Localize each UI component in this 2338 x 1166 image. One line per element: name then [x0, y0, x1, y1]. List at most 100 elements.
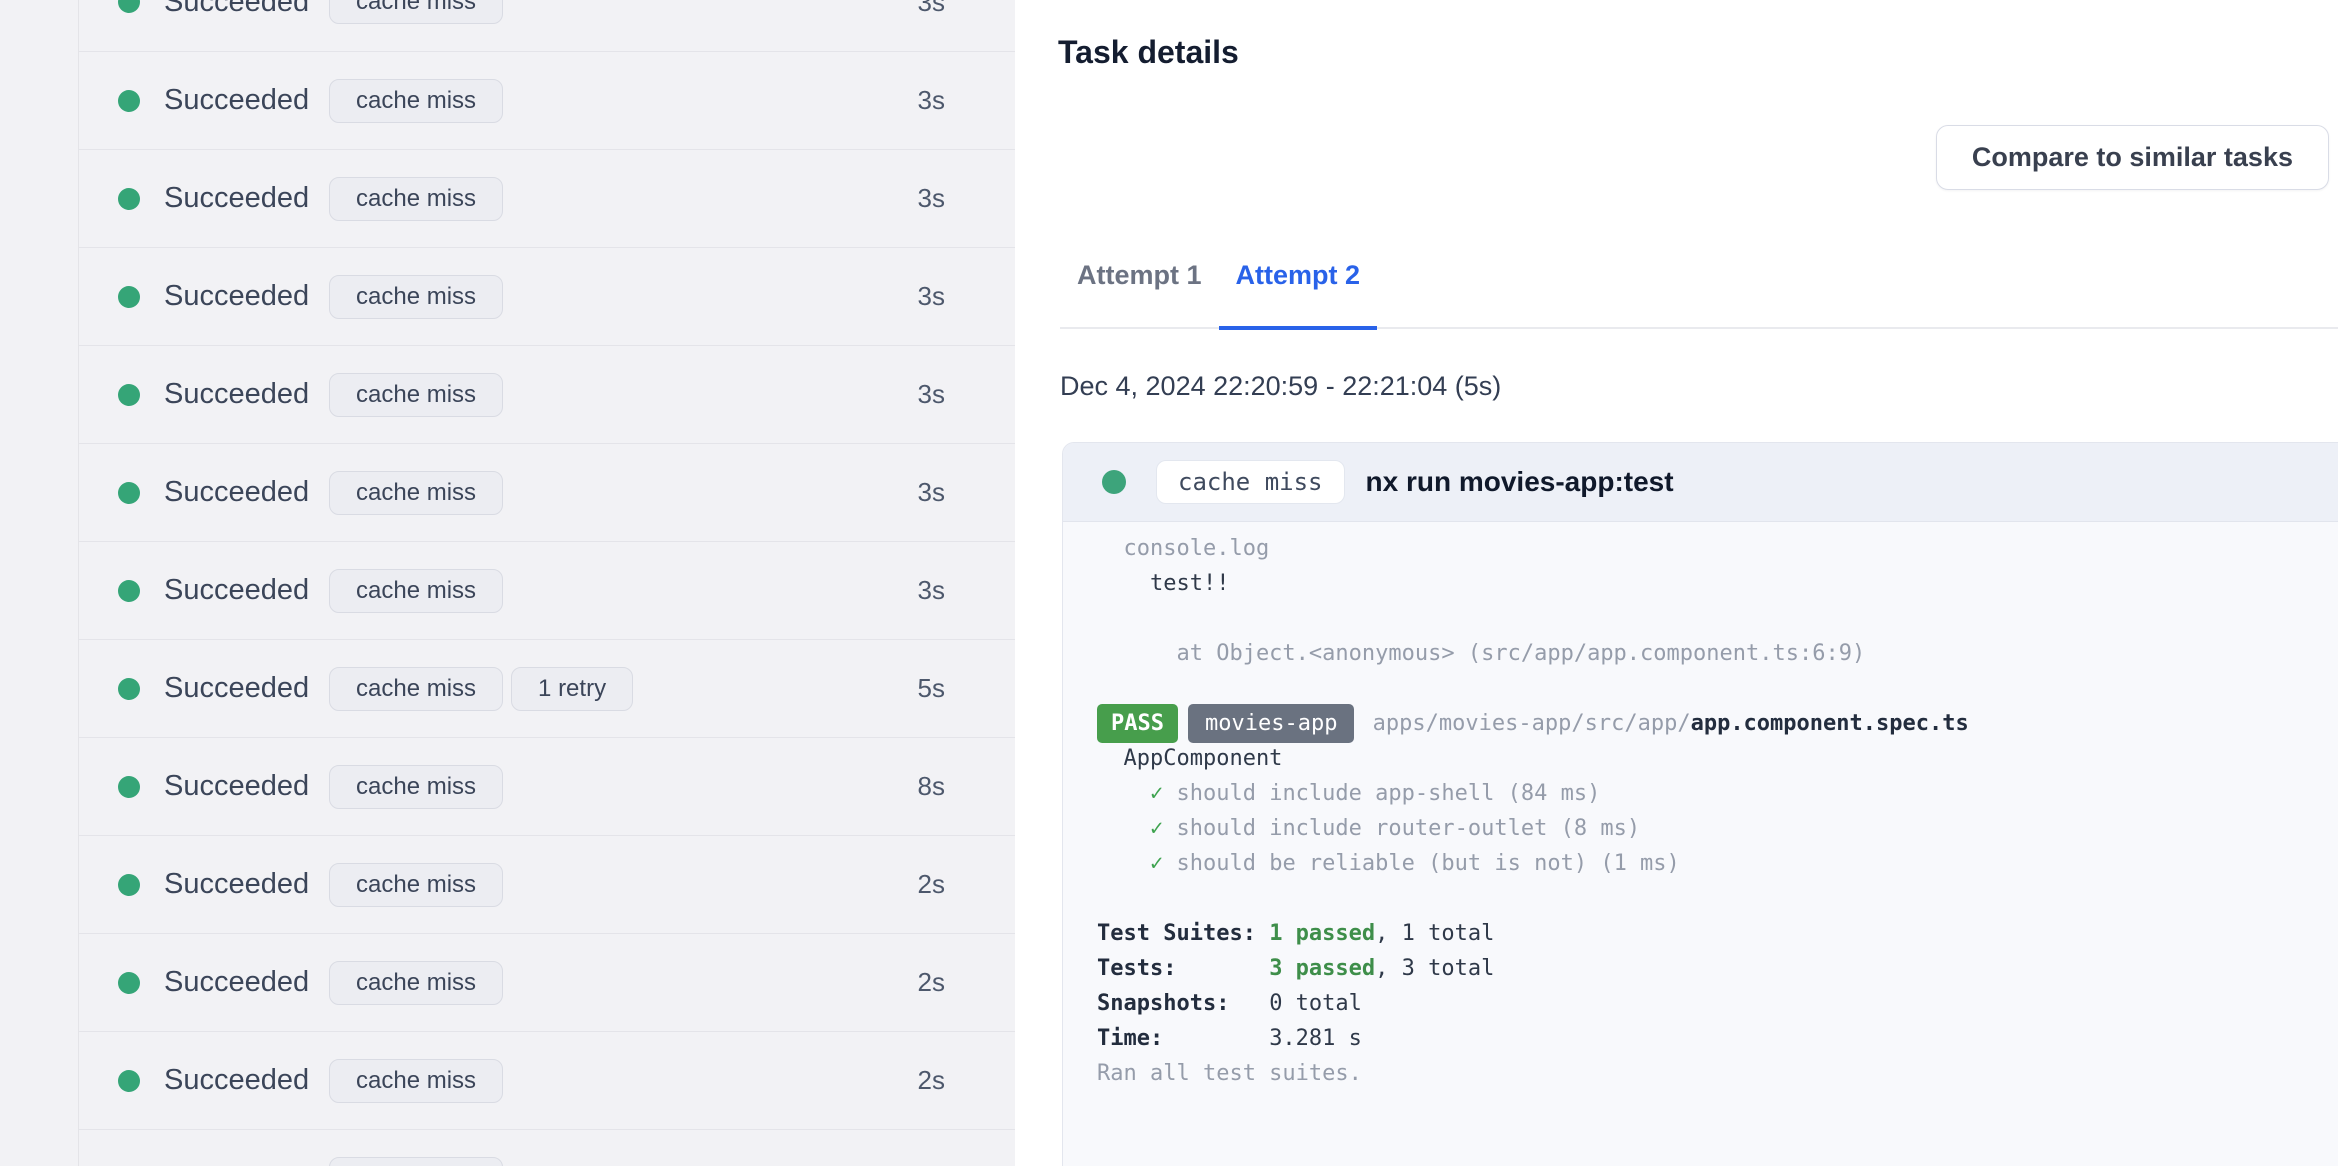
log-line: ✓ should be reliable (but is not) (1 ms) — [1097, 846, 2338, 881]
status-dot-icon — [118, 383, 140, 406]
task-row[interactable]: Succeeded cache miss 3s — [79, 247, 1015, 345]
scope-badge: movies-app — [1187, 704, 1355, 743]
cache-status-badge: cache miss — [329, 764, 504, 809]
task-row[interactable]: Succeeded cache miss 2s — [79, 933, 1015, 1031]
task-duration: 2s — [917, 869, 945, 899]
log-text: should include router-outlet (8 ms) — [1163, 816, 1641, 841]
cache-status-badge: cache miss — [329, 960, 504, 1005]
task-duration: 3s — [917, 281, 945, 311]
retry-badge: 1 retry — [511, 666, 634, 711]
task-row[interactable]: Succeeded cache miss 3s — [79, 0, 1015, 51]
task-row[interactable]: Succeeded cache miss 8s — [79, 737, 1015, 835]
success-dot-icon — [1102, 470, 1126, 494]
task-status-label: Succeeded — [164, 770, 310, 802]
log-text: 0 total — [1269, 991, 1362, 1016]
task-duration: 3s — [917, 379, 945, 409]
compare-to-similar-tasks-button[interactable]: Compare to similar tasks — [1935, 125, 2329, 190]
log-line: Ran all test suites. — [1097, 1056, 2338, 1091]
task-status-label: Succeeded — [164, 84, 310, 116]
terminal-log: console.log test!! at Object.<anonymous>… — [1063, 522, 2338, 1091]
log-line: AppComponent — [1097, 741, 2338, 776]
log-text — [1097, 776, 1150, 811]
log-line: at Object.<anonymous> (src/app/app.compo… — [1097, 636, 2338, 671]
cache-status-badge: cache miss — [329, 862, 504, 907]
status-dot-icon — [118, 579, 140, 602]
log-text: 1 passed — [1269, 921, 1376, 946]
status-dot-icon — [118, 187, 140, 210]
task-row[interactable]: Succeeded cache miss 2s — [79, 835, 1015, 933]
log-text: apps/movies-app/src/app/ — [1359, 711, 1691, 736]
task-details-panel: Task details Compare to similar tasks At… — [1015, 0, 2338, 1166]
attempt-tabbar: Attempt 1 Attempt 2 — [1060, 260, 2338, 330]
log-line: ✓ should include app-shell (84 ms) — [1097, 776, 2338, 811]
status-dot-icon — [118, 0, 140, 13]
task-duration: 3s — [917, 575, 945, 605]
tab-attempt-1[interactable]: Attempt 1 — [1077, 260, 1202, 290]
log-text: app.component.spec.ts — [1690, 711, 1969, 736]
log-line: Snapshots: 0 total — [1097, 986, 2338, 1021]
task-duration: 3s — [917, 183, 945, 213]
task-row[interactable]: Succeeded cache miss 3s — [79, 345, 1015, 443]
log-text: 3.281 s — [1269, 1026, 1362, 1051]
cache-status-badge: cache miss — [329, 0, 504, 24]
task-row[interactable]: Succeeded cache miss 1 retry 5s — [79, 639, 1015, 737]
cache-status-badge: cache miss — [329, 470, 504, 515]
status-dot-icon — [118, 285, 140, 308]
task-duration: 3s — [917, 85, 945, 115]
log-line: console.log — [1097, 531, 2338, 566]
task-status-label: Succeeded — [164, 574, 310, 606]
cache-status-badge: cache miss — [329, 176, 504, 221]
pass-badge: PASS — [1097, 704, 1178, 743]
task-status-label: Succeeded — [164, 672, 310, 704]
task-duration: 2s — [917, 1065, 945, 1095]
task-status-label: Succeeded — [164, 868, 310, 900]
log-text: at Object.<anonymous> (src/app/app.compo… — [1097, 641, 1866, 666]
log-text: Snapshots: — [1097, 991, 1270, 1016]
log-text: Ran all test suites. — [1097, 1061, 1362, 1086]
cache-status-badge: cache miss — [329, 78, 504, 123]
log-line: Time: 3.281 s — [1097, 1021, 2338, 1056]
tab-attempt-2[interactable]: Attempt 2 — [1218, 260, 1378, 330]
task-list: Succeeded cache miss 3s Succeeded cache miss… — [79, 0, 1015, 1166]
task-duration: 8s — [917, 771, 945, 801]
log-text: ✓ — [1149, 851, 1164, 876]
log-text: Tests: — [1097, 956, 1270, 981]
task-row[interactable]: cache miss — [79, 1129, 1015, 1166]
task-output-card: cache miss nx run movies-app:test consol… — [1062, 442, 2338, 1166]
task-row[interactable]: Succeeded cache miss 3s — [79, 443, 1015, 541]
task-status-label: Succeeded — [164, 378, 310, 410]
status-dot-icon — [118, 1069, 140, 1092]
log-line: ✓ should include router-outlet (8 ms) — [1097, 811, 2338, 846]
task-status-label: Succeeded — [164, 182, 310, 214]
log-text: , 1 total — [1375, 921, 1495, 946]
log-line — [1097, 601, 2338, 636]
task-row[interactable]: Succeeded cache miss 3s — [79, 541, 1015, 639]
cache-status-badge: cache miss — [329, 1058, 504, 1103]
log-line — [1097, 671, 2338, 706]
log-text: 3 passed — [1269, 956, 1376, 981]
task-status-label: Succeeded — [164, 0, 310, 18]
log-line: PASS movies-app apps/movies-app/src/app/a… — [1097, 704, 2338, 743]
panel-divider — [78, 0, 79, 1166]
status-dot-icon — [118, 481, 140, 504]
task-duration: 2s — [917, 967, 945, 997]
status-dot-icon — [118, 89, 140, 112]
log-text: console.log — [1097, 536, 1270, 561]
task-row[interactable]: Succeeded cache miss 2s — [79, 1031, 1015, 1129]
log-line: Test Suites: 1 passed, 1 total — [1097, 916, 2338, 951]
log-text: should be reliable (but is not) (1 ms) — [1163, 851, 1680, 876]
task-duration: 3s — [917, 0, 945, 17]
cache-status-badge: cache miss — [329, 568, 504, 613]
task-status-label: Succeeded — [164, 280, 310, 312]
log-line — [1097, 881, 2338, 916]
task-output-header[interactable]: cache miss nx run movies-app:test — [1063, 443, 2338, 522]
task-row[interactable]: Succeeded cache miss 3s — [79, 51, 1015, 149]
log-text: test!! — [1097, 571, 1230, 596]
log-line: Tests: 3 passed, 3 total — [1097, 951, 2338, 986]
status-dot-icon — [118, 775, 140, 798]
log-text: AppComponent — [1097, 746, 1283, 771]
log-text: ✓ — [1149, 816, 1164, 841]
task-row[interactable]: Succeeded cache miss 3s — [79, 149, 1015, 247]
task-list-panel: Succeeded cache miss 3s Succeeded cache miss… — [0, 0, 1015, 1166]
